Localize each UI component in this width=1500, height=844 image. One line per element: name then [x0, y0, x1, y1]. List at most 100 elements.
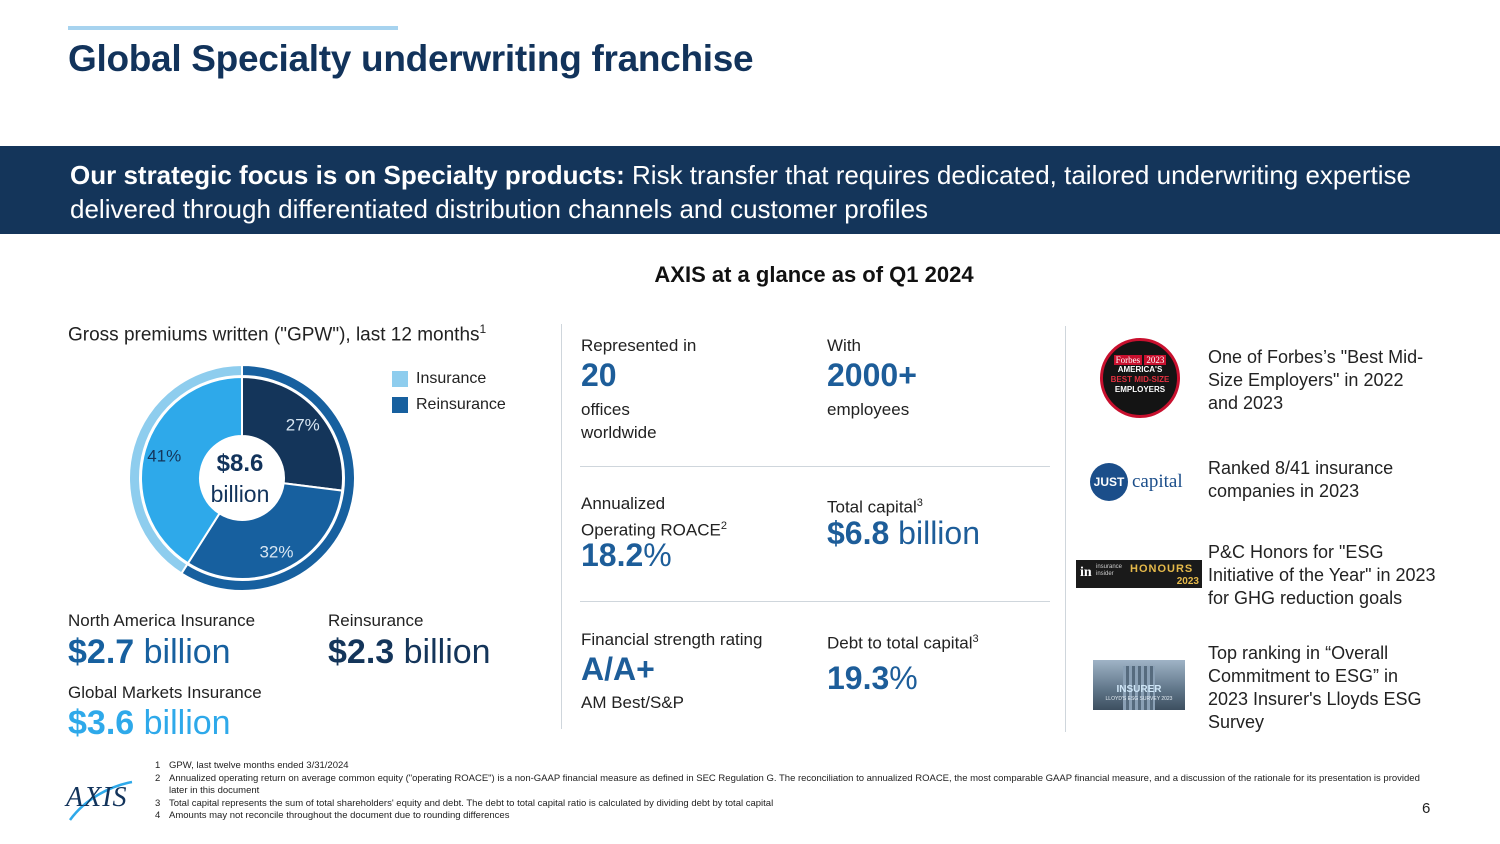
forbes-logo-year: 2023: [1144, 355, 1167, 365]
footnote-1-number: 1: [155, 760, 161, 771]
kpi-capital-label: Total capital3: [827, 492, 923, 519]
segment-value-north-america: $2.7 billion: [68, 633, 231, 672]
kpi-debt-footnote: 3: [972, 633, 979, 645]
kpi-roace-label2-text: Operating ROACE: [581, 520, 721, 540]
segment-unit-north-america: billion: [134, 633, 231, 671]
forbes-logo-line1: AMERICA'S: [1117, 365, 1163, 374]
kpi-debt-unit: %: [889, 660, 918, 696]
segment-value-global-markets: $3.6 billion: [68, 704, 231, 743]
gpw-total-unit: billion: [210, 481, 270, 507]
kpi-divider-2: [580, 601, 1050, 602]
kpi-offices-value: 20: [581, 357, 617, 394]
kpi-offices-sub2: worldwide: [581, 423, 657, 442]
legend-insurance: Insurance: [392, 370, 486, 388]
kpi-roace-unit: %: [643, 537, 672, 573]
segment-label-north-america: North America Insurance: [68, 611, 256, 630]
banner-body: Risk transfer that requires dedicated, t…: [70, 160, 1411, 224]
kpi-rating-value: A/A+: [581, 651, 655, 688]
divider-left: [561, 324, 562, 729]
kpi-employees-sub: employees: [827, 400, 910, 419]
footnote-2-text: Annualized operating return on average c…: [169, 772, 1420, 797]
footnote-2-number: 2: [155, 772, 161, 784]
segment-unit-reinsurance: billion: [394, 633, 491, 671]
gpw-title-text: Gross premiums written ("GPW"), last 12 …: [68, 324, 480, 346]
insurance-insider-honours-logo: in insurance insider HONOURS 2023: [1076, 560, 1202, 588]
footnote-4-text: Amounts may not reconcile throughout the…: [169, 810, 510, 821]
segment-label-global-markets: Global Markets Insurance: [68, 683, 262, 702]
kpi-debt-value: 19.3%: [827, 660, 918, 697]
kpi-employees-label: With: [827, 336, 861, 355]
insurer-esg-survey-logo: INSURER LLOYD'S ESG SURVEY 2023: [1093, 660, 1185, 710]
segment-amount-reinsurance: $2.3: [328, 633, 395, 671]
forbes-logo-brand: Forbes: [1113, 355, 1143, 365]
kpi-offices-label: Represented in: [581, 336, 697, 355]
kpi-debt-number: 19.3: [827, 660, 890, 696]
forbes-logo-line2: BEST MID-SIZE: [1110, 375, 1170, 384]
award-insurer-text: Top ranking in “Overall Commitment to ES…: [1208, 643, 1422, 732]
kpi-divider-1: [580, 466, 1050, 467]
legend-label-reinsurance: Reinsurance: [416, 396, 506, 413]
award-forbes-text: One of Forbes’s "Best Mid-Size Employers…: [1208, 347, 1424, 413]
gpw-donut-label-3: 41%: [147, 446, 181, 465]
gpw-donut-label-1: 27%: [286, 415, 320, 434]
legend-label-insurance: Insurance: [416, 370, 487, 387]
kpi-roace-footnote: 2: [720, 520, 727, 532]
gpw-total-value: $8.6: [216, 450, 264, 477]
forbes-logo-line3: EMPLOYERS: [1114, 385, 1166, 394]
kpi-roace-label2: Operating ROACE2: [581, 515, 727, 542]
axis-logo-swoosh-icon: [68, 780, 133, 821]
insurer-logo-sub: LLOYD'S ESG SURVEY 2023: [1105, 696, 1173, 702]
just-capital-logo: JUST capital: [1090, 463, 1183, 501]
kpi-rating-text: A/A+: [581, 651, 655, 687]
award-honours-text: P&C Honors for "ESG Initiative of the Ye…: [1208, 542, 1436, 608]
segment-amount-north-america: $2.7: [68, 633, 135, 671]
segment-unit-global-markets: billion: [134, 704, 231, 742]
gpw-title: Gross premiums written ("GPW"), last 12 …: [68, 322, 486, 346]
legend-swatch-reinsurance: [392, 397, 408, 413]
gpw-title-footnote: 1: [479, 322, 487, 336]
honours-logo-year: 2023: [1176, 576, 1199, 587]
kpi-debt-label: Debt to total capital3: [827, 628, 979, 655]
kpi-roace-label1: Annualized: [581, 494, 666, 513]
axis-logo: AXIS: [66, 782, 128, 813]
gpw-donut-slice-3: [140, 375, 243, 565]
footnote-3-number: 3: [155, 797, 161, 809]
footnote-3-text: Total capital represents the sum of tota…: [169, 797, 774, 809]
honours-logo-word: HONOURS: [1130, 563, 1194, 575]
kpi-employees-number: 2000+: [827, 357, 917, 393]
segment-label-reinsurance: Reinsurance: [328, 611, 424, 630]
honours-logo-sub: insurance insider: [1096, 564, 1123, 577]
insurer-logo-word: INSURER: [1116, 684, 1162, 695]
page-title: Global Specialty underwriting franchise: [68, 38, 754, 79]
footnotes: 1 GPW, last twelve months ended 3/31/2024…: [155, 760, 1429, 823]
banner-lead: Our strategic focus is on Specialty prod…: [70, 160, 625, 190]
footnote-4: 4 Amounts may not reconcile throughout th…: [155, 810, 1429, 823]
gpw-donut-chart: 27% 32% 41%: [128, 364, 356, 592]
kpi-offices-sub1: offices: [581, 400, 630, 419]
gpw-donut-label-2: 32%: [259, 542, 293, 561]
kpi-capital-label-text: Total capital: [827, 497, 917, 517]
kpi-capital-number: $6.8: [827, 515, 890, 551]
kpi-offices-number: 20: [581, 357, 617, 393]
footnote-2: 2 Annualized operating return on average …: [155, 773, 1429, 798]
kpi-capital-unit: billion: [889, 515, 980, 551]
kpi-rating-label: Financial strength rating: [581, 630, 763, 649]
legend-swatch-insurance: [392, 371, 408, 387]
footnote-1-text: GPW, last twelve months ended 3/31/2024: [169, 760, 349, 771]
kpi-rating-sub: AM Best/S&P: [581, 693, 684, 712]
strategy-banner: Our strategic focus is on Specialty prod…: [0, 146, 1500, 234]
honours-logo-mark: in: [1080, 565, 1092, 580]
divider-right: [1065, 326, 1066, 732]
kpi-capital-value: $6.8 billion: [827, 515, 980, 552]
page-number: 6: [1422, 800, 1431, 817]
kpi-roace-value: 18.2%: [581, 537, 672, 574]
forbes-logo: Forbes 2023 AMERICA'S BEST MID-SIZE EMPL…: [1100, 338, 1180, 418]
title-accent-line: [68, 26, 398, 30]
kpi-employees-value: 2000+: [827, 357, 917, 394]
footnote-3: 3 Total capital represents the sum of tot…: [155, 798, 1429, 811]
just-capital-mark: JUST: [1090, 463, 1128, 501]
gpw-donut-slice-2: [186, 482, 344, 580]
kpi-capital-footnote: 3: [916, 497, 923, 509]
glance-title: AXIS at a glance as of Q1 2024: [654, 262, 974, 287]
building-image: [1123, 666, 1155, 710]
